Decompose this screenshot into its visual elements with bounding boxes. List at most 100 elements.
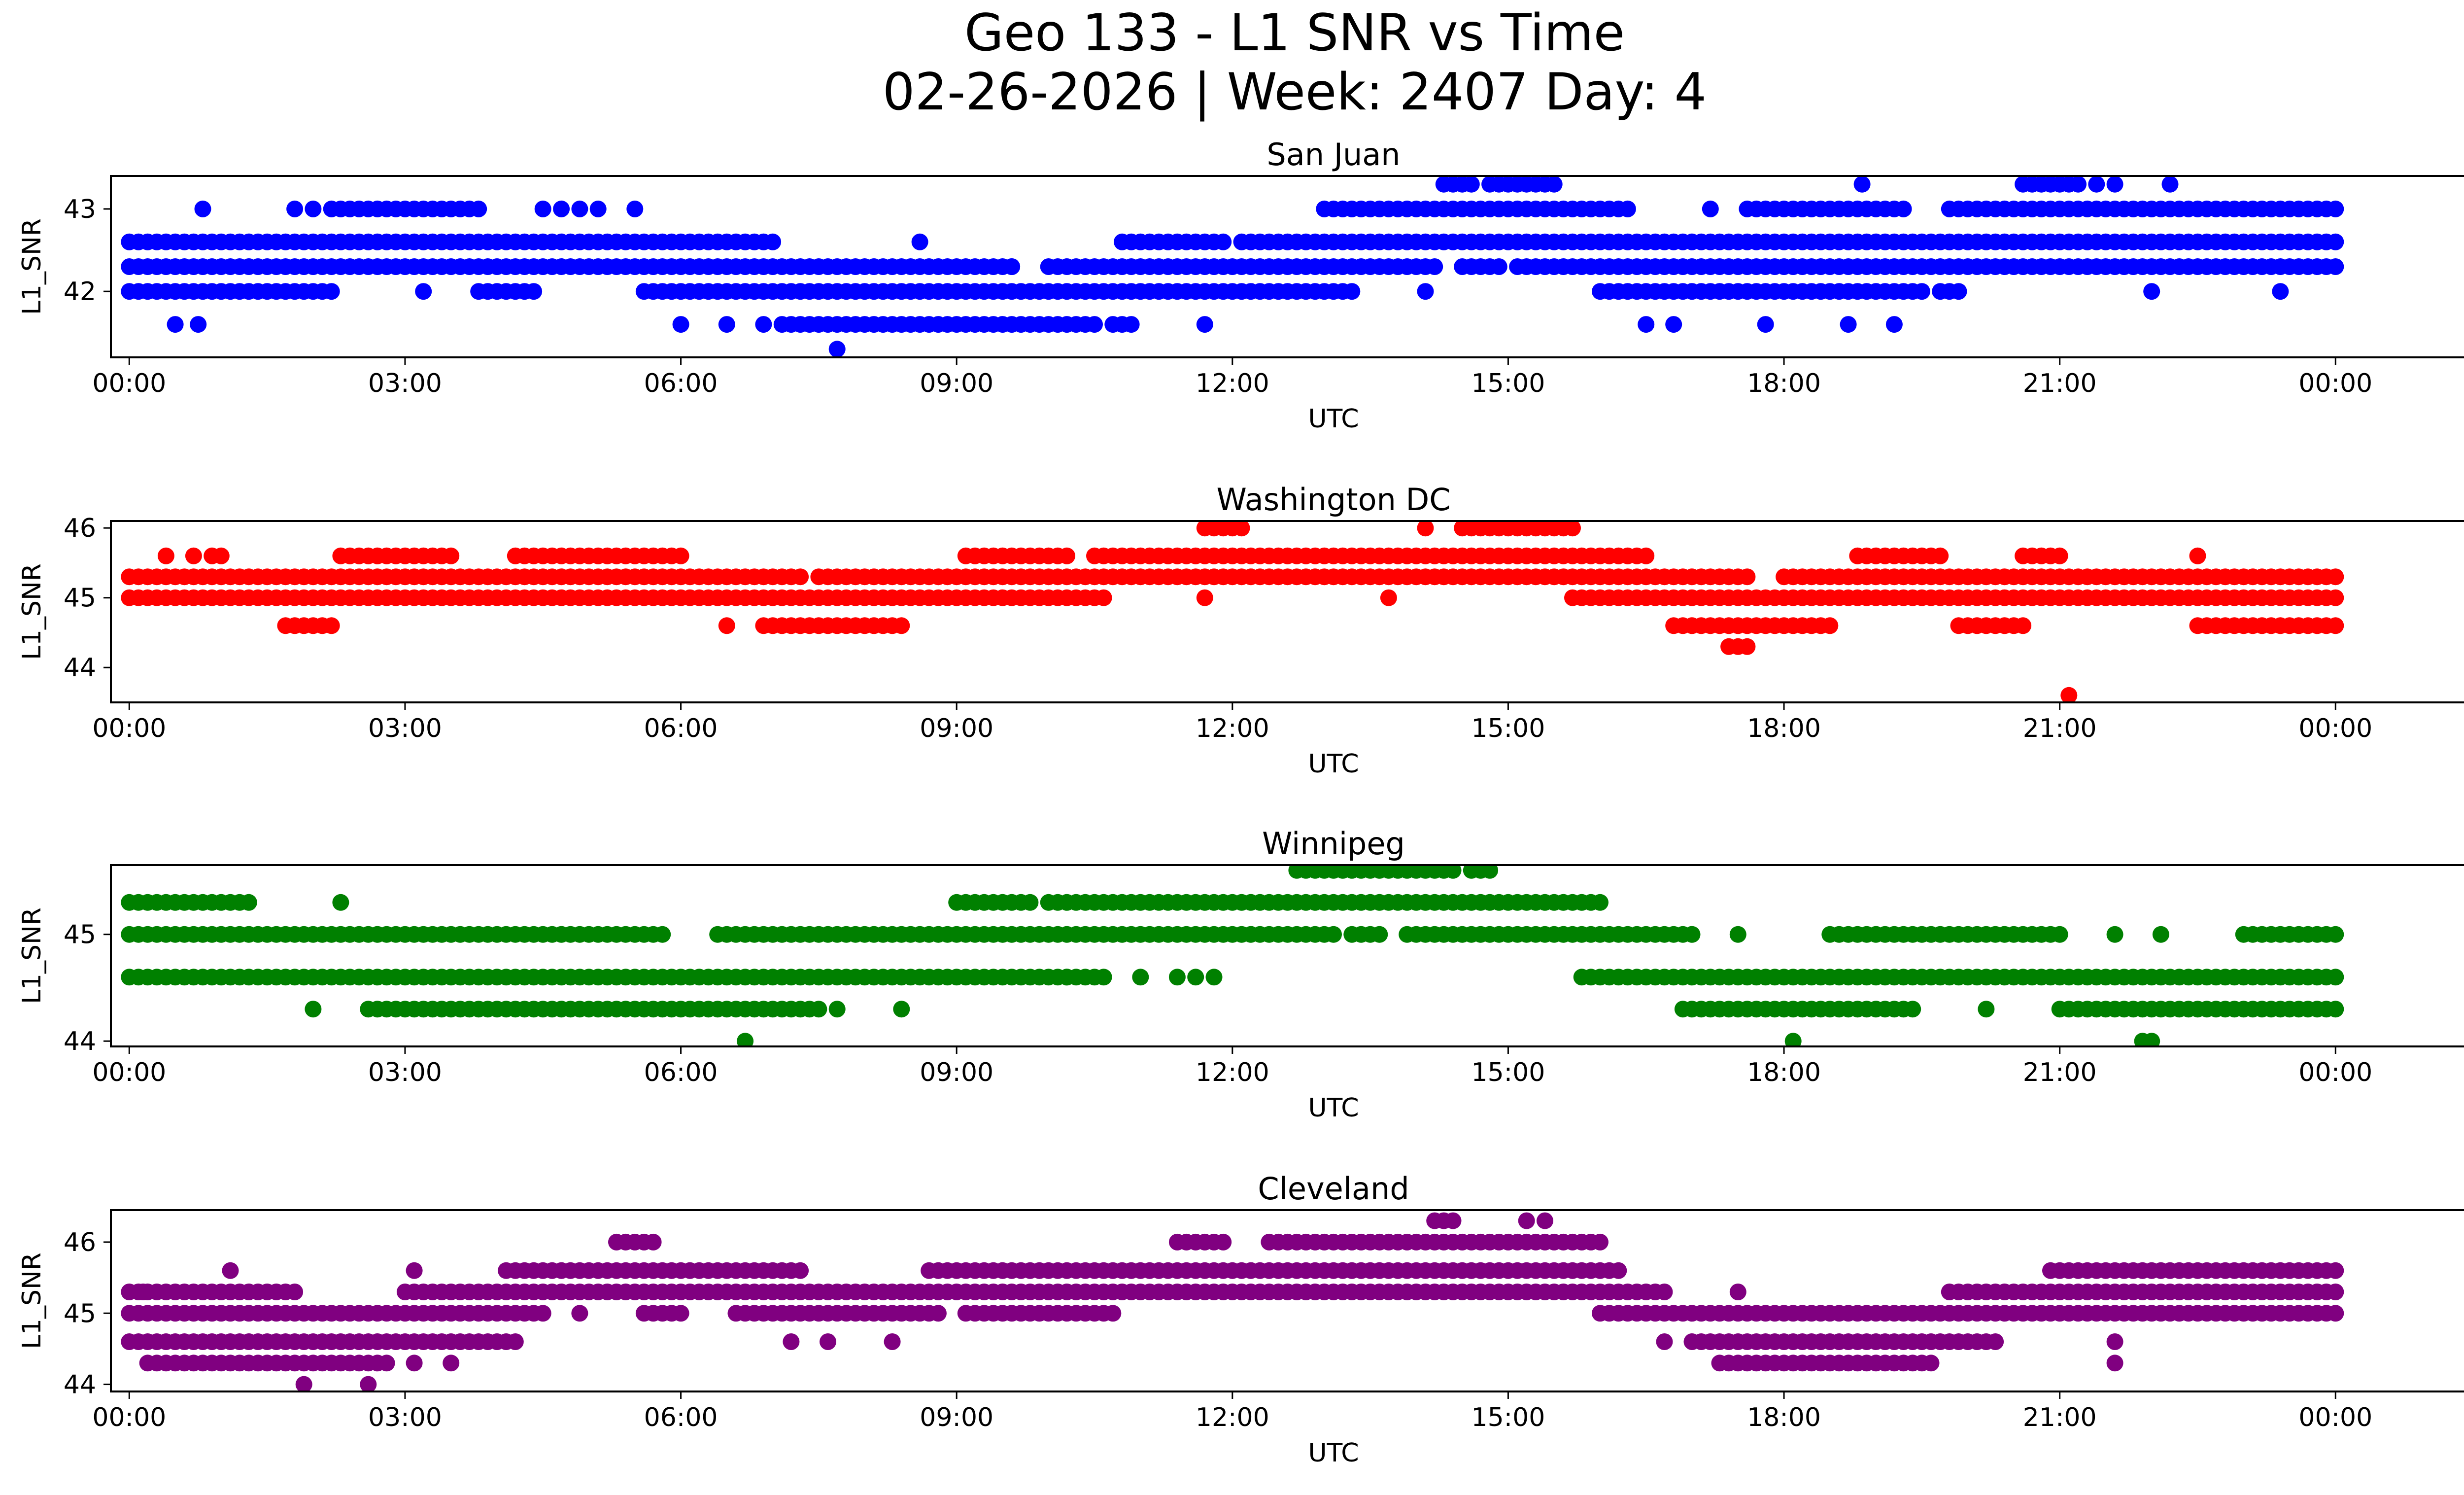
x-tick-label: 18:00: [1747, 1058, 1821, 1087]
data-point: [1592, 894, 1608, 911]
data-point: [828, 341, 846, 357]
data-points: [121, 1212, 2344, 1391]
subplot-san-juan: San Juan 00:00 03:00 06:00 09:00 12:00 15:00 18…: [17, 137, 2464, 434]
data-point: [783, 1333, 800, 1350]
x-tick-label: 03:00: [368, 369, 442, 398]
x-tick-label: 09:00: [920, 369, 993, 398]
data-point: [1638, 547, 1655, 564]
data-point: [911, 233, 928, 250]
axes-frame: [110, 175, 2464, 358]
data-point: [443, 547, 460, 564]
data-point: [2143, 1033, 2160, 1046]
data-point: [1840, 316, 1857, 333]
data-point: [1592, 1233, 1608, 1251]
data-point: [1895, 200, 1912, 217]
x-tick-label: 12:00: [1196, 369, 1269, 398]
data-point: [1702, 200, 1719, 217]
data-point: [286, 200, 304, 217]
data-point: [415, 283, 432, 300]
y-tick-label: 45: [64, 584, 96, 613]
data-point: [820, 1333, 836, 1350]
y-tick-label: 42: [64, 277, 96, 307]
data-point: [1233, 521, 1250, 537]
data-point: [443, 1355, 460, 1372]
x-tick-label: 12:00: [1196, 714, 1269, 743]
data-point: [1444, 1212, 1462, 1229]
data-point: [2327, 926, 2344, 943]
data-point: [2327, 617, 2344, 634]
data-point: [2106, 926, 2123, 943]
data-point: [323, 617, 340, 634]
data-point: [1665, 316, 1682, 333]
data-point: [1904, 1001, 1921, 1018]
axes-frame: [110, 1209, 2464, 1392]
data-points: [121, 865, 2344, 1046]
data-point: [1564, 521, 1581, 537]
data-point: [1104, 1305, 1122, 1322]
data-point: [1619, 200, 1636, 217]
x-tick-label: 00:00: [92, 1403, 166, 1432]
subplot-title: Washington DC: [1216, 482, 1450, 518]
x-tick-label: 09:00: [920, 1403, 993, 1432]
x-tick-label: 03:00: [368, 1403, 442, 1432]
x-tick-label: 21:00: [2023, 1058, 2097, 1087]
data-point: [571, 1305, 588, 1322]
data-point: [2070, 176, 2087, 193]
data-point: [2015, 617, 2032, 634]
data-point: [305, 1001, 322, 1018]
data-point: [929, 1305, 947, 1322]
x-tick-label: 15:00: [1471, 1058, 1545, 1087]
x-tick-label: 18:00: [1747, 1403, 1821, 1432]
data-point: [1022, 894, 1039, 911]
x-tick-label: 06:00: [644, 1403, 718, 1432]
data-point: [2327, 589, 2344, 606]
data-point: [1095, 589, 1112, 606]
data-point: [589, 200, 607, 217]
data-point: [792, 568, 809, 586]
data-point: [1987, 1333, 2004, 1350]
data-point: [1656, 1333, 1673, 1350]
data-point: [1518, 1212, 1535, 1229]
data-point: [893, 617, 910, 634]
data-point: [1215, 1233, 1232, 1251]
data-point: [1196, 589, 1213, 606]
y-axis-label: L1_SNR: [17, 907, 47, 1004]
data-point: [1003, 258, 1021, 275]
data-point: [1978, 1001, 1995, 1018]
data-point: [2161, 176, 2179, 193]
subplot-winnipeg: Winnipeg 00:00 03:00 06:00 09:00 12:00 15:00 18…: [17, 826, 2464, 1123]
data-point: [893, 1001, 910, 1018]
data-point: [2106, 1355, 2123, 1372]
data-point: [1885, 316, 1903, 333]
data-point: [525, 283, 543, 300]
data-point: [792, 1262, 809, 1279]
data-point: [323, 283, 340, 300]
data-point: [2327, 1001, 2344, 1018]
y-tick-label: 45: [64, 920, 96, 950]
data-point: [1215, 233, 1232, 250]
x-tick-label: 09:00: [920, 1058, 993, 1087]
data-points: [121, 521, 2344, 702]
data-point: [1168, 969, 1186, 986]
x-tick-label: 18:00: [1747, 369, 1821, 398]
x-tick-label: 06:00: [644, 1058, 718, 1087]
y-tick-label: 44: [64, 1027, 96, 1056]
data-point: [2327, 568, 2344, 586]
data-point: [1821, 617, 1839, 634]
data-point: [1610, 1262, 1627, 1279]
x-tick-label: 03:00: [368, 714, 442, 743]
data-point: [1417, 521, 1434, 537]
x-axis-label: UTC: [1308, 1438, 1359, 1468]
data-point: [1950, 283, 1967, 300]
x-tick-label: 21:00: [2023, 714, 2097, 743]
y-axis-label: L1_SNR: [17, 1252, 47, 1349]
data-point: [1683, 926, 1701, 943]
figure-title-line1: Geo 133 - L1 SNR vs Time: [964, 3, 1625, 63]
data-point: [718, 316, 735, 333]
data-point: [2327, 969, 2344, 986]
data-point: [718, 617, 735, 634]
data-point: [470, 200, 487, 217]
data-point: [1729, 1284, 1746, 1300]
data-point: [360, 1376, 377, 1391]
